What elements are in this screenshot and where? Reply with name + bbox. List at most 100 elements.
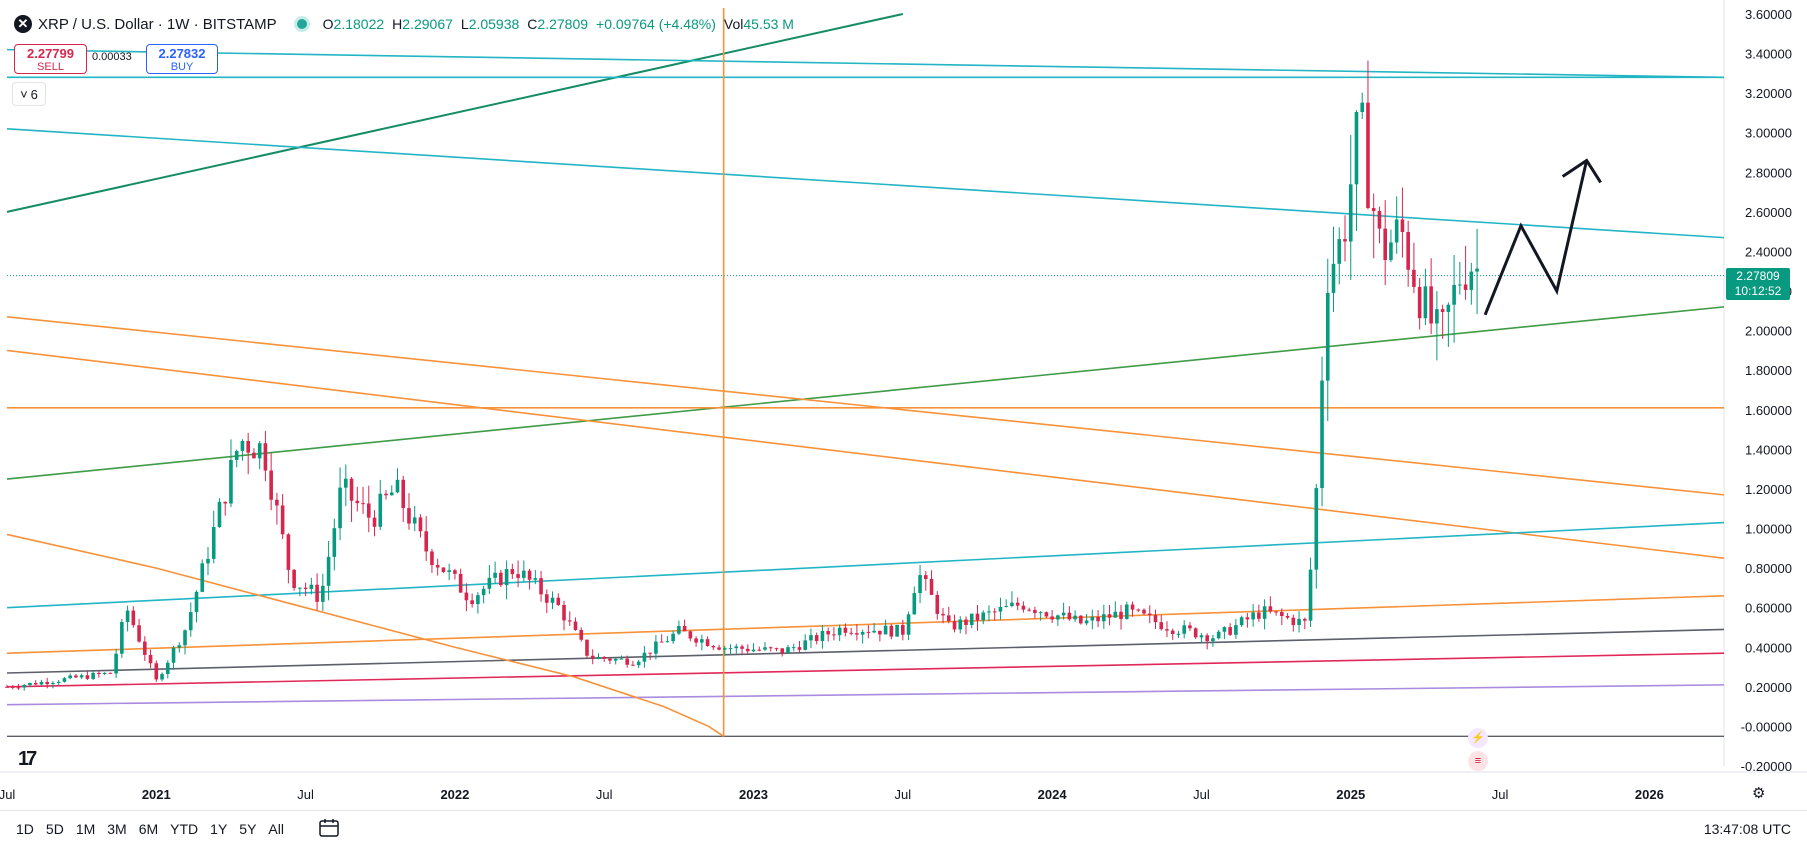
- trend-line[interactable]: [6, 349, 1725, 560]
- symbol-title[interactable]: XRP / U.S. Dollar · 1W · BITSTAMP: [38, 15, 277, 33]
- range-1m-button[interactable]: 1M: [75, 821, 96, 837]
- ohlc-item: Vol45.53 M: [724, 16, 794, 32]
- candle-body: [717, 647, 721, 650]
- range-1d-button[interactable]: 1D: [16, 821, 34, 837]
- y-tick-label: 3.00000: [1745, 126, 1792, 141]
- candle-body: [860, 631, 865, 635]
- candle-body: [734, 646, 739, 649]
- y-tick-label: 0.60000: [1745, 601, 1792, 616]
- range-ytd-button[interactable]: YTD: [170, 821, 199, 837]
- trend-line[interactable]: [6, 13, 904, 213]
- candle-body: [441, 567, 446, 573]
- candle-body: [964, 619, 968, 625]
- candle-body: [539, 578, 543, 595]
- y-tick-label: 0.40000: [1745, 640, 1792, 655]
- trend-line[interactable]: [6, 595, 1725, 654]
- candle-body: [1216, 631, 1221, 639]
- range-all-button[interactable]: All: [268, 821, 284, 837]
- trend-line[interactable]: [6, 306, 1725, 480]
- us-flag-event-icon[interactable]: ≡: [1468, 751, 1488, 771]
- dividend-event-icon[interactable]: ⚡: [1468, 728, 1488, 748]
- candle-body: [901, 624, 905, 635]
- projection-arrow[interactable]: [1483, 160, 1589, 316]
- candle-body: [240, 440, 245, 451]
- candle-body: [843, 627, 848, 633]
- trend-line[interactable]: [6, 652, 1725, 688]
- y-axis[interactable]: 3.60000 3.40000 3.20000 3.00000 2.80000 2.600…: [1741, 7, 1792, 774]
- buy-label: BUY: [170, 61, 194, 73]
- trend-line[interactable]: [6, 628, 1725, 674]
- candle-body: [1314, 488, 1319, 570]
- trend-line[interactable]: [6, 521, 1725, 609]
- candle-body: [1423, 286, 1428, 319]
- arrow-head[interactable]: [1561, 158, 1602, 184]
- annotation-layer[interactable]: [1483, 158, 1602, 316]
- candle-body: [321, 585, 325, 602]
- candle-body: [872, 630, 876, 633]
- candle-body: [200, 563, 205, 592]
- drawings-layer[interactable]: [6, 8, 1725, 738]
- candle-body: [654, 641, 658, 654]
- range-5d-button[interactable]: 5D: [45, 821, 64, 837]
- candle-body: [826, 630, 830, 635]
- range-3m-button[interactable]: 3M: [107, 821, 127, 837]
- candle-body: [39, 681, 44, 685]
- ohlc-item: H2.29067: [392, 16, 453, 32]
- candle-body: [533, 578, 538, 580]
- candle-body: [1377, 211, 1382, 229]
- candle-body: [556, 597, 561, 605]
- ohlc-key: H: [392, 16, 403, 32]
- trend-line[interactable]: [6, 127, 1725, 239]
- x-axis[interactable]: Jul 2021 Jul 2022 Jul 2023 Jul 2024 Jul 2025 Jul 20…: [0, 787, 1664, 802]
- x-tick-label: Jul: [895, 787, 912, 802]
- candle-body: [1010, 602, 1014, 607]
- candle-body: [642, 652, 647, 662]
- sell-button[interactable]: 2.27799 SELL: [14, 44, 87, 74]
- range-6m-button[interactable]: 6M: [138, 821, 159, 837]
- trend-line[interactable]: [6, 48, 1725, 79]
- candle-body: [1452, 284, 1456, 305]
- candle-body: [206, 558, 210, 564]
- candle-body: [148, 654, 153, 664]
- candle-body: [309, 584, 314, 589]
- candle-body: [998, 606, 1003, 612]
- curve-line[interactable]: [6, 533, 725, 737]
- xrp-icon[interactable]: ✕: [14, 15, 32, 33]
- trend-line[interactable]: [6, 684, 1725, 706]
- candle-body: [97, 672, 101, 674]
- tradingview-logo-icon[interactable]: 17: [18, 748, 37, 770]
- calendar-icon[interactable]: [318, 817, 340, 839]
- candle-body: [1285, 616, 1290, 618]
- candle-body: [1366, 102, 1370, 209]
- gear-icon[interactable]: ⚙: [1752, 785, 1766, 802]
- candle-body: [1096, 616, 1100, 622]
- candle-body: [866, 631, 871, 633]
- candle-body: [275, 499, 279, 506]
- candle-body: [1211, 638, 1215, 642]
- buy-button[interactable]: 2.27832 BUY: [146, 44, 218, 74]
- candle-body: [757, 649, 762, 651]
- ohlc-value: 2.29067: [402, 16, 453, 32]
- candle-body: [774, 648, 779, 650]
- range-5y-button[interactable]: 5Y: [239, 821, 257, 837]
- candle-body: [1130, 604, 1135, 610]
- sell-price: 2.27799: [27, 46, 74, 61]
- candle-body: [1446, 304, 1451, 312]
- candle-body: [889, 625, 894, 637]
- candle-body: [395, 479, 400, 493]
- ohlc-item: C2.27809: [527, 16, 588, 32]
- candle-body: [1182, 625, 1187, 634]
- indicators-collapse-button[interactable]: ˅ 6: [12, 82, 46, 106]
- candle-body: [366, 503, 371, 518]
- trend-line[interactable]: [6, 315, 1725, 496]
- candle-body: [1136, 609, 1141, 611]
- ohlc-item: O2.18022: [323, 16, 385, 32]
- candle-body: [1435, 309, 1439, 324]
- range-1y-button[interactable]: 1Y: [210, 821, 228, 837]
- candle-body: [263, 443, 268, 471]
- utc-clock[interactable]: 13:47:08 UTC: [1703, 821, 1791, 837]
- candle-body: [453, 570, 457, 574]
- candle-body: [585, 639, 589, 656]
- candle-body: [68, 675, 72, 679]
